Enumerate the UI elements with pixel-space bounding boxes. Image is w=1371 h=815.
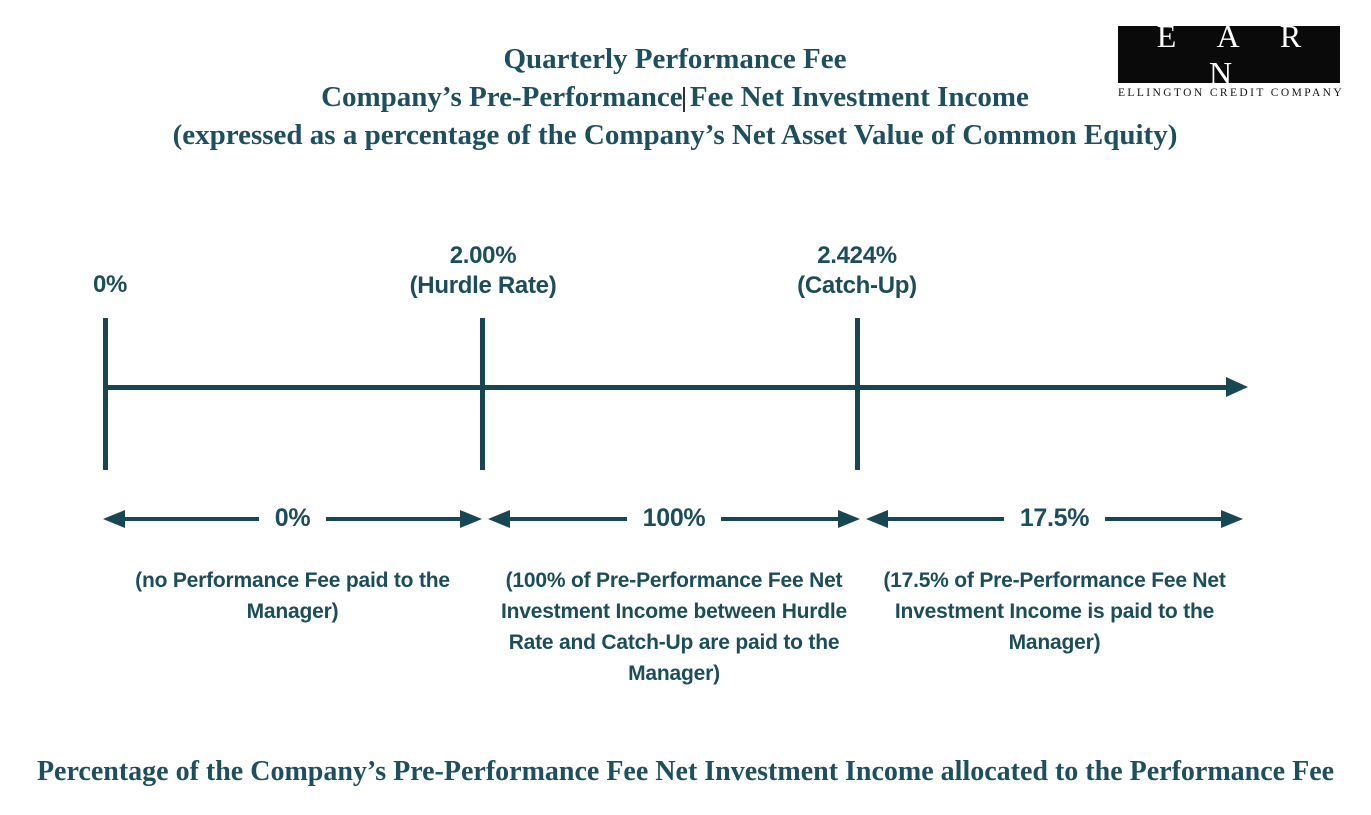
- double-arrow: 100%: [488, 504, 860, 532]
- double-arrow: 0%: [103, 504, 483, 532]
- segment-rate-label: 100%: [642, 504, 706, 532]
- double-arrow: 17.5%: [866, 504, 1244, 532]
- axis-arrow-right-icon: [1226, 377, 1248, 397]
- axis-tick-catch-up: [855, 318, 860, 470]
- segment-rate-label: 17.5%: [1019, 504, 1090, 532]
- tick-caption: (Hurdle Rate): [409, 272, 557, 299]
- fee-segment-zero: 0% (no Performance Fee paid to the Manag…: [103, 504, 483, 627]
- arrow-shaft: [888, 516, 1004, 521]
- title-line-2: Company’s Pre-Performance Fee Net Invest…: [321, 81, 1029, 113]
- axis-line: [103, 385, 1228, 390]
- arrow-shaft: [1105, 516, 1222, 521]
- tick-value: 2.00%: [449, 242, 517, 269]
- text-cursor-artifact: [683, 87, 685, 112]
- tick-label-0-percent: 0%: [45, 270, 175, 300]
- tick-label-hurdle-rate: 2.00% (Hurdle Rate): [383, 241, 583, 301]
- arrow-shaft: [125, 516, 259, 521]
- arrow-shaft: [510, 516, 627, 521]
- arrow-right-icon: [460, 509, 483, 528]
- arrow-left-icon: [488, 509, 510, 528]
- x-axis-caption: Percentage of the Company’s Pre-Performa…: [36, 756, 1335, 787]
- segment-description: (no Performance Fee paid to the Manager): [135, 569, 450, 623]
- arrow-left-icon: [866, 509, 888, 528]
- axis-tick-0-percent: [103, 318, 108, 470]
- arrow-right-icon: [838, 509, 860, 528]
- fee-segment-above-catch-up: 17.5% (17.5% of Pre-Performance Fee Net …: [866, 504, 1244, 658]
- tick-value: 2.424%: [817, 242, 897, 269]
- segment-rate-label: 0%: [274, 504, 311, 532]
- title-line-3: (expressed as a percentage of the Compan…: [172, 119, 1178, 151]
- earn-logo-box: E A R N: [1118, 18, 1340, 91]
- fee-segment-catch-up: 100% (100% of Pre-Performance Fee Net In…: [488, 504, 860, 689]
- arrow-left-icon: [103, 509, 125, 528]
- earn-logo-company-name: ELLINGTON CREDIT COMPANY: [1118, 87, 1345, 99]
- arrow-right-icon: [1221, 509, 1244, 528]
- title-line-1: Quarterly Performance Fee: [503, 43, 847, 75]
- tick-label-catch-up: 2.424% (Catch-Up): [757, 241, 957, 301]
- segment-description: (17.5% of Pre-Performance Fee Net Invest…: [883, 569, 1226, 654]
- segment-description: (100% of Pre-Performance Fee Net Investm…: [500, 569, 848, 685]
- arrow-shaft: [326, 516, 461, 521]
- arrow-shaft: [721, 516, 838, 521]
- tick-caption: (Catch-Up): [797, 272, 917, 299]
- axis-tick-hurdle-rate: [480, 318, 485, 470]
- tick-value: 0%: [92, 271, 128, 298]
- earn-logo: E A R N ELLINGTON CREDIT COMPANY: [1118, 18, 1345, 99]
- diagram-title: Quarterly Performance Fee Company’s Pre-…: [0, 40, 1350, 154]
